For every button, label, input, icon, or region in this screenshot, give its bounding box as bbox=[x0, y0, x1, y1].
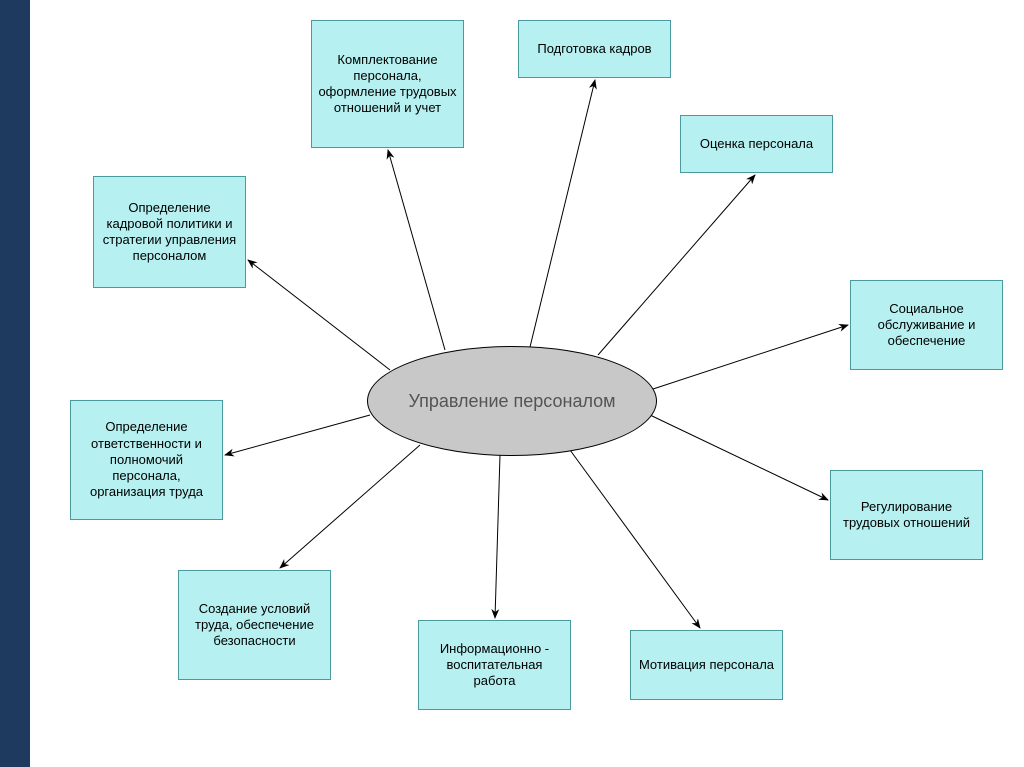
node-label: Мотивация персонала bbox=[639, 657, 774, 673]
node-box: Комплектование персонала, оформление тру… bbox=[311, 20, 464, 148]
node-box: Регулирование трудовых отношений bbox=[830, 470, 983, 560]
node-label: Оценка персонала bbox=[700, 136, 813, 152]
left-sidebar-stripe bbox=[0, 0, 30, 767]
node-box: Информационно - воспитательная работа bbox=[418, 620, 571, 710]
connector-arrow bbox=[530, 80, 595, 347]
connector-arrow bbox=[570, 450, 700, 628]
node-label: Создание условий труда, обеспечение безо… bbox=[185, 601, 324, 650]
node-label: Определение кадровой политики и стратеги… bbox=[100, 200, 239, 265]
node-box: Создание условий труда, обеспечение безо… bbox=[178, 570, 331, 680]
connector-arrow bbox=[388, 150, 445, 350]
node-label: Регулирование трудовых отношений bbox=[837, 499, 976, 532]
node-box: Социальное обслуживание и обеспечение bbox=[850, 280, 1003, 370]
node-label: Информационно - воспитательная работа bbox=[425, 641, 564, 690]
node-box: Подготовка кадров bbox=[518, 20, 671, 78]
node-label: Определение ответственности и полномочий… bbox=[77, 419, 216, 500]
node-box: Определение кадровой политики и стратеги… bbox=[93, 176, 246, 288]
connector-arrow bbox=[650, 415, 828, 500]
node-label: Подготовка кадров bbox=[537, 41, 651, 57]
node-box: Оценка персонала bbox=[680, 115, 833, 173]
connector-arrow bbox=[650, 325, 848, 390]
connector-arrow bbox=[598, 175, 755, 355]
node-box: Мотивация персонала bbox=[630, 630, 783, 700]
node-box: Определение ответственности и полномочий… bbox=[70, 400, 223, 520]
connector-arrow bbox=[248, 260, 390, 370]
connector-arrow bbox=[280, 445, 420, 568]
center-node: Управление персоналом bbox=[367, 346, 657, 456]
node-label: Социальное обслуживание и обеспечение bbox=[857, 301, 996, 350]
connector-arrow bbox=[495, 455, 500, 618]
center-label: Управление персоналом bbox=[408, 391, 615, 412]
connector-arrow bbox=[225, 415, 370, 455]
node-label: Комплектование персонала, оформление тру… bbox=[318, 52, 457, 117]
